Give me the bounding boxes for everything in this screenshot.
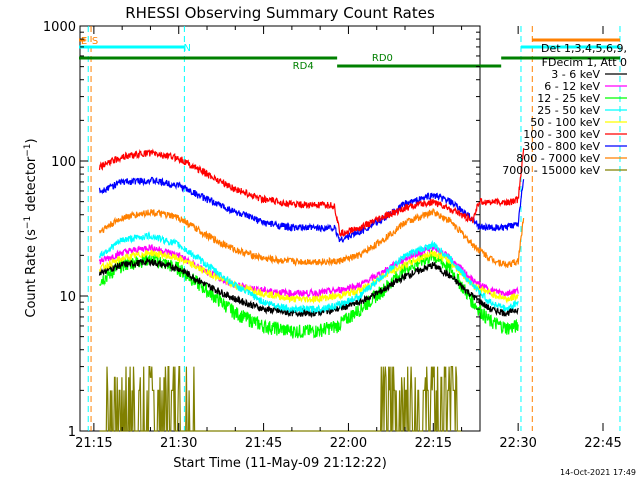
legend-label: 12 - 25 keV: [537, 92, 600, 105]
svg-text:Count Rate (s−1 detector−1): Count Rate (s−1 detector−1): [23, 138, 39, 317]
series-line-300-800-kev: [98, 176, 525, 243]
legend: Det 1,3,4,5,6,9, FDecim 1, Att 0 3 - 6 k…: [502, 42, 627, 177]
y-tick-label: 1: [68, 425, 76, 440]
rd4-label: RD4: [293, 61, 314, 72]
series-line-100-300-kev: [98, 148, 525, 238]
series-line-50-100-kev: [98, 249, 519, 305]
y-axis-label: Count Rate (s−1 detector−1): [23, 138, 39, 317]
x-axis: 21:15 21:30 21:45 22:00 22:15 22:30 22:45: [75, 26, 622, 451]
chart-title: RHESSI Observing Summary Count Rates: [125, 4, 435, 22]
legend-label: 100 - 300 keV: [523, 128, 600, 141]
eclipse-label: E: [81, 36, 87, 47]
y-tick-label: 100: [51, 155, 76, 170]
night-label: N: [183, 43, 190, 54]
x-tick-label: 22:15: [415, 436, 452, 451]
rd0-label: RD0: [372, 53, 393, 64]
series-layer: [98, 148, 525, 432]
y-tick-label: 10: [59, 290, 76, 305]
legend-label: 25 - 50 keV: [537, 104, 600, 117]
x-tick-label: 21:15: [75, 436, 112, 451]
x-tick-label: 21:45: [245, 436, 282, 451]
series-line-12-25-kev: [98, 249, 519, 339]
legend-label: 6 - 12 keV: [544, 80, 600, 93]
x-tick-label: 22:30: [499, 436, 536, 451]
status-bars-layer: RD0 RD4 N SE: [79, 36, 620, 72]
legend-header-2: FDecim 1, Att 0: [542, 56, 627, 69]
x-tick-label: 22:45: [584, 436, 621, 451]
legend-label: 3 - 6 keV: [551, 68, 600, 81]
legend-label: 7000 - 15000 keV: [502, 164, 600, 177]
legend-header-1: Det 1,3,4,5,6,9,: [541, 42, 627, 55]
legend-label: 800 - 7000 keV: [516, 152, 600, 165]
y-tick-label: 1000: [43, 20, 76, 35]
saa-label: S: [92, 36, 98, 47]
footer-date: 14-Oct-2021 17:49: [560, 468, 636, 477]
markers-layer: [87, 26, 621, 431]
legend-label: 50 - 100 keV: [530, 116, 600, 129]
x-tick-label: 22:00: [330, 436, 367, 451]
series-line-800-7000-kev: [98, 208, 525, 269]
series-line-3-6-kev: [98, 256, 519, 319]
series-line-7000-15000-kev: [99, 366, 462, 432]
x-axis-label: Start Time (11-May-09 21:12:22): [173, 456, 387, 471]
legend-label: 300 - 800 keV: [523, 140, 600, 153]
x-tick-label: 21:30: [160, 436, 197, 451]
series-line-25-50-kev: [98, 231, 519, 314]
y-axis: 1 10 100 1000: [43, 20, 480, 440]
